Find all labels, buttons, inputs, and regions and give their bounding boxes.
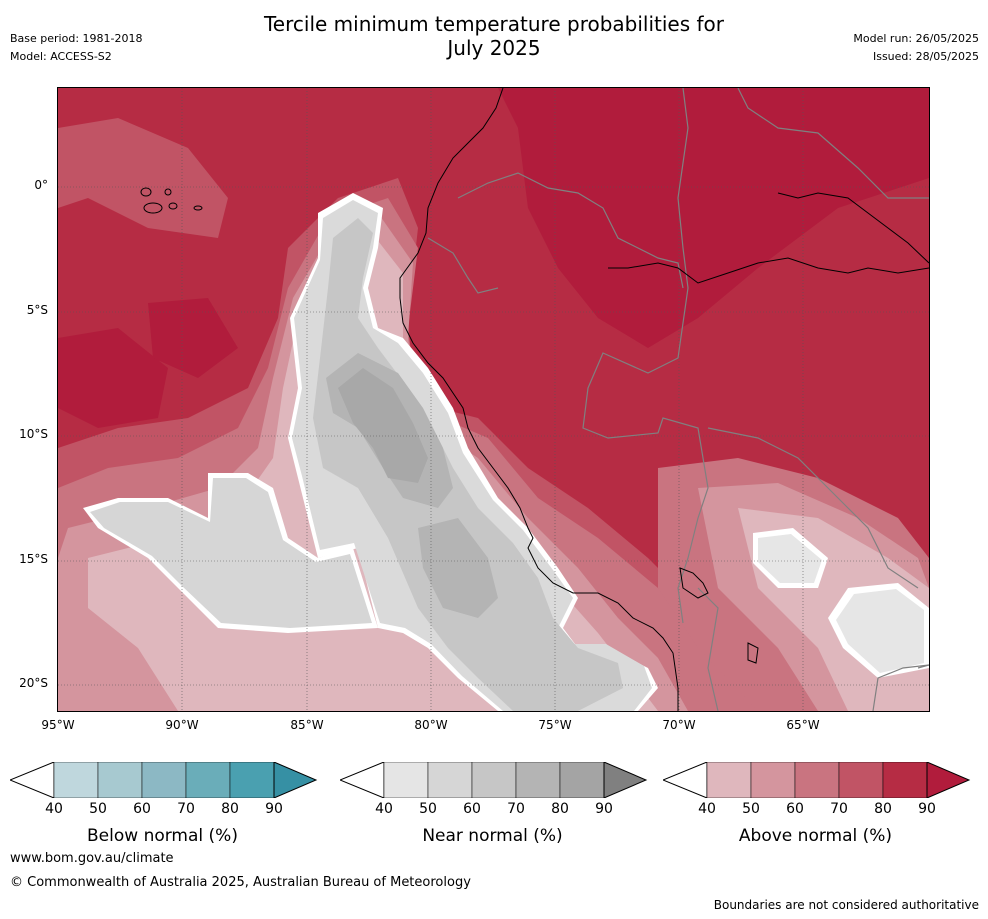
near-tick-50: 50: [419, 801, 437, 817]
map-gridlines: [58, 88, 929, 711]
colorbar-below-graphic: [8, 761, 318, 799]
boundaries-disclaimer: Boundaries are not considered authoritat…: [713, 898, 979, 912]
region-above-90-north: [498, 88, 929, 348]
near-tick-80: 80: [551, 801, 569, 817]
above-tick-40: 40: [698, 801, 716, 817]
below-normal-title: Below normal (%): [87, 826, 238, 846]
lat-label-5s: 5°S: [26, 303, 48, 317]
lon-label-85w: 85°W: [290, 718, 324, 732]
above-tick-60: 60: [786, 801, 804, 817]
near-normal-pocket-east: [836, 589, 924, 673]
map-title: Tercile minimum temperature probabilitie…: [0, 12, 988, 60]
lon-label-70w: 70°W: [662, 718, 696, 732]
model-name: Model: ACCESS-S2: [10, 50, 112, 63]
copyright-notice: © Commonwealth of Australia 2025, Austra…: [10, 875, 471, 890]
lon-label-65w: 65°W: [786, 718, 820, 732]
above-tick-90: 90: [918, 801, 936, 817]
coastline: [140, 88, 929, 711]
below-tick-80: 80: [221, 801, 239, 817]
lat-label-15s: 15°S: [19, 552, 48, 566]
near-normal-west: [90, 478, 372, 628]
near-normal-80: [338, 368, 428, 483]
region-above-90-west: [58, 328, 168, 428]
lat-label-20s: 20°S: [19, 676, 48, 690]
near-normal-title: Near normal (%): [422, 826, 563, 846]
colorbar-above: [661, 761, 971, 802]
near-tick-70: 70: [507, 801, 525, 817]
above-tick-80: 80: [874, 801, 892, 817]
lat-label-0: 0°: [34, 178, 48, 192]
near-normal-70-south: [418, 518, 498, 618]
lon-label-90w: 90°W: [165, 718, 199, 732]
country-borders: [427, 88, 929, 711]
colorbar-near-graphic: [338, 761, 648, 799]
near-tick-60: 60: [463, 801, 481, 817]
above-tick-70: 70: [830, 801, 848, 817]
below-tick-40: 40: [45, 801, 63, 817]
below-tick-70: 70: [177, 801, 195, 817]
near-normal-40: [292, 200, 652, 711]
below-tick-90: 90: [265, 801, 283, 817]
below-tick-60: 60: [133, 801, 151, 817]
near-normal-pocket: [758, 534, 822, 583]
lon-label-95w: 95°W: [41, 718, 75, 732]
title-line-1: Tercile minimum temperature probabilitie…: [263, 12, 725, 36]
near-normal-region: [83, 193, 658, 711]
colorbar-above-graphic: [661, 761, 971, 799]
website-link[interactable]: www.bom.gov.au/climate: [10, 851, 174, 866]
probability-map: [57, 87, 930, 712]
above-tick-50: 50: [742, 801, 760, 817]
region-above-70-northwest: [58, 118, 228, 238]
title-line-2: July 2025: [447, 36, 541, 60]
model-run: Model run: 26/05/2025: [853, 32, 979, 45]
below-tick-50: 50: [89, 801, 107, 817]
colorbar-near: [338, 761, 648, 802]
issued-date: Issued: 28/05/2025: [872, 50, 979, 63]
lon-label-75w: 75°W: [538, 718, 572, 732]
lon-label-80w: 80°W: [414, 718, 448, 732]
base-period: Base period: 1981-2018: [10, 32, 143, 45]
colorbar-below: [8, 761, 318, 802]
near-tick-90: 90: [595, 801, 613, 817]
near-tick-40: 40: [375, 801, 393, 817]
lat-label-10s: 10°S: [19, 427, 48, 441]
above-normal-title: Above normal (%): [738, 826, 893, 846]
region-above-90-west-2: [148, 298, 238, 378]
